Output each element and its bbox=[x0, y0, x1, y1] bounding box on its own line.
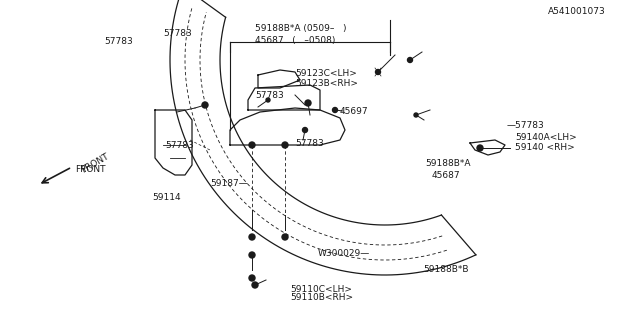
Text: 45697: 45697 bbox=[340, 107, 369, 116]
Text: 59110B<RH>: 59110B<RH> bbox=[290, 293, 353, 302]
Circle shape bbox=[408, 58, 413, 62]
Text: 45687   (   –0508): 45687 ( –0508) bbox=[255, 36, 335, 44]
Text: 57783: 57783 bbox=[163, 29, 192, 38]
Text: 59188B*B: 59188B*B bbox=[423, 266, 468, 275]
Text: —57783: —57783 bbox=[507, 122, 545, 131]
Text: 59114: 59114 bbox=[152, 194, 180, 203]
Text: W300029—: W300029— bbox=[318, 249, 371, 258]
Circle shape bbox=[303, 127, 307, 132]
Text: 57783: 57783 bbox=[255, 92, 284, 100]
Text: 59123C<LH>: 59123C<LH> bbox=[295, 69, 357, 78]
Text: 59123B<RH>: 59123B<RH> bbox=[295, 79, 358, 89]
Circle shape bbox=[305, 100, 311, 106]
Text: FRONT: FRONT bbox=[80, 151, 111, 174]
Text: 59188B*A: 59188B*A bbox=[425, 159, 470, 169]
Circle shape bbox=[249, 234, 255, 240]
Circle shape bbox=[282, 234, 288, 240]
Circle shape bbox=[333, 108, 337, 113]
Text: 57783: 57783 bbox=[165, 140, 194, 149]
Text: FRONT: FRONT bbox=[75, 165, 106, 174]
Circle shape bbox=[414, 113, 418, 117]
Text: 57783: 57783 bbox=[104, 37, 132, 46]
Circle shape bbox=[252, 282, 258, 288]
Circle shape bbox=[249, 142, 255, 148]
Text: 59187—: 59187— bbox=[210, 179, 248, 188]
Circle shape bbox=[202, 102, 208, 108]
Text: 59140 <RH>: 59140 <RH> bbox=[515, 143, 575, 153]
Text: 59188B*A (0509–   ): 59188B*A (0509– ) bbox=[255, 25, 346, 34]
Circle shape bbox=[266, 98, 270, 102]
Circle shape bbox=[376, 69, 381, 75]
Circle shape bbox=[477, 145, 483, 151]
Text: 45687: 45687 bbox=[432, 171, 461, 180]
Circle shape bbox=[249, 275, 255, 281]
Circle shape bbox=[249, 252, 255, 258]
Text: 59140A<LH>: 59140A<LH> bbox=[515, 133, 577, 142]
Text: 57783: 57783 bbox=[295, 139, 324, 148]
Text: A541001073: A541001073 bbox=[548, 7, 605, 17]
Text: 59110C<LH>: 59110C<LH> bbox=[290, 284, 352, 293]
Circle shape bbox=[282, 142, 288, 148]
